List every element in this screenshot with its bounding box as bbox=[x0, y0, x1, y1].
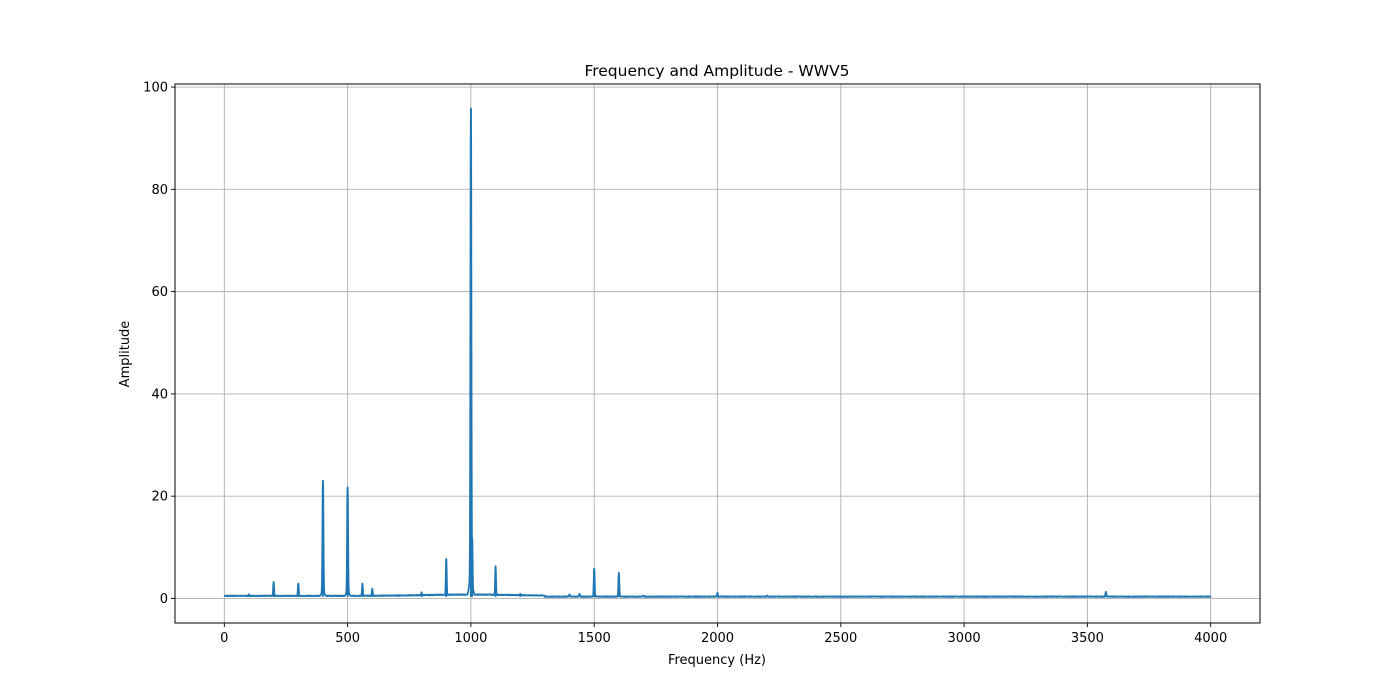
y-tick-label: 60 bbox=[151, 285, 168, 300]
grid bbox=[175, 84, 1260, 623]
y-tick-label: 100 bbox=[143, 81, 168, 96]
x-tick-label: 3000 bbox=[948, 631, 981, 646]
x-tick-label: 3500 bbox=[1071, 631, 1104, 646]
x-tick-label: 500 bbox=[335, 631, 360, 646]
x-tick-label: 1500 bbox=[578, 631, 611, 646]
axis-ticks: 0 500 1000 1500 2000 2500 3000 3500 4000 0 20 40 60 8… bbox=[143, 81, 1227, 646]
x-tick-label: 1000 bbox=[454, 631, 487, 646]
chart-title: Frequency and Amplitude - WWV5 bbox=[584, 62, 849, 80]
x-tick-label: 2000 bbox=[701, 631, 734, 646]
x-axis-label: Frequency (Hz) bbox=[668, 653, 766, 668]
plot-area bbox=[223, 107, 1212, 598]
y-tick-label: 80 bbox=[151, 183, 168, 198]
y-tick-label: 40 bbox=[151, 387, 168, 402]
y-axis-label: Amplitude bbox=[118, 321, 133, 388]
x-tick-label: 4000 bbox=[1194, 631, 1227, 646]
y-tick-label: 0 bbox=[160, 592, 168, 607]
x-tick-label: 2500 bbox=[824, 631, 857, 646]
x-tick-label: 0 bbox=[220, 631, 228, 646]
y-tick-label: 20 bbox=[151, 490, 168, 505]
